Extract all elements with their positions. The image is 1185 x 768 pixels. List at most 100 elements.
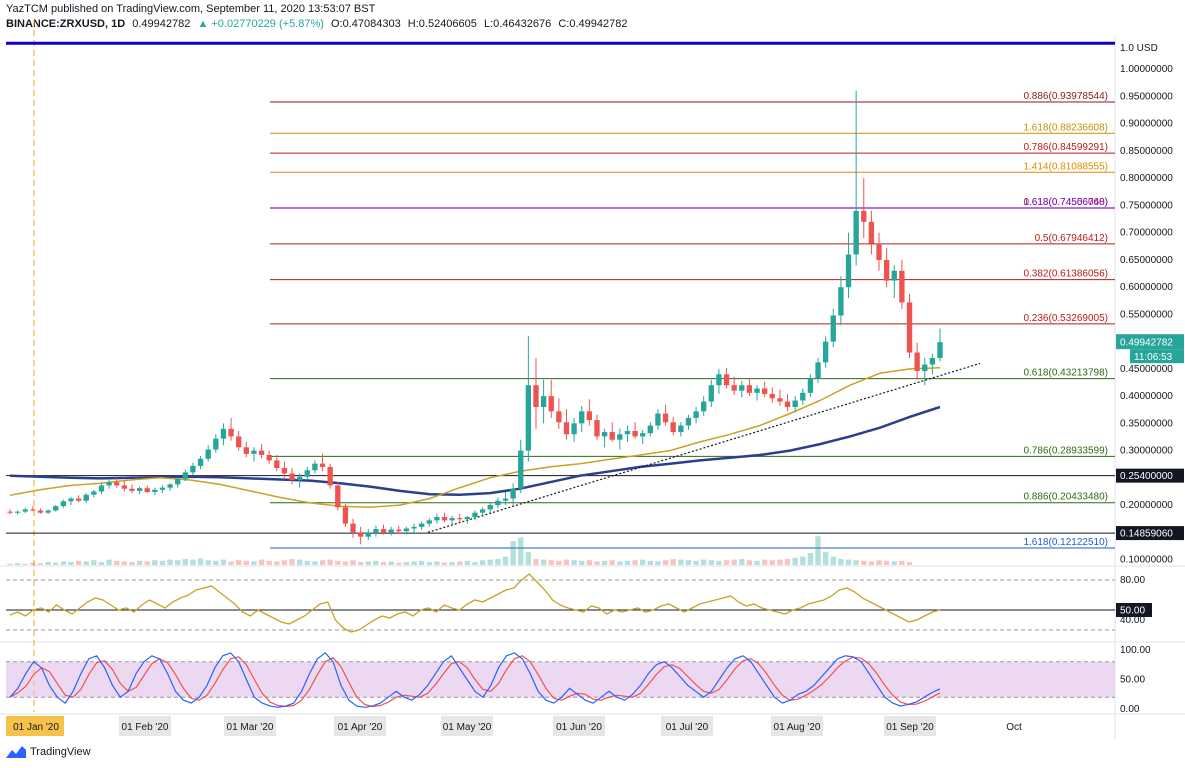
time-tick-label: 01 Feb '20: [122, 722, 169, 733]
volume-bar: [167, 559, 173, 565]
stoch-d-line: [9, 655, 941, 708]
volume-bar: [777, 559, 783, 565]
fib-level-label: 1.618(0.12122510): [1023, 537, 1108, 548]
volume-bar: [876, 560, 882, 565]
candle-body: [144, 488, 150, 492]
time-tick-label: 01 Mar '20: [227, 722, 274, 733]
volume-bar: [647, 560, 653, 565]
candle-body: [838, 287, 844, 316]
currency-label: 1.0 USD: [1120, 43, 1158, 54]
candle-body: [312, 463, 318, 471]
volume-bar: [693, 560, 699, 565]
volume-bar: [731, 559, 737, 565]
volume-bar: [403, 562, 410, 565]
candle-body: [708, 385, 714, 402]
moving-average-200: [9, 405, 941, 496]
candle-body: [350, 523, 356, 533]
candle-body: [678, 425, 684, 433]
candle-body: [304, 470, 310, 477]
stoch-k-line: [9, 652, 941, 708]
candle-body: [830, 315, 836, 342]
volume-bar: [769, 560, 775, 565]
volume-bar: [899, 560, 905, 565]
volume-bar: [746, 560, 753, 565]
high-value: H:0.52406605: [407, 18, 477, 30]
volume-bar: [304, 560, 310, 565]
volume-bar: [37, 563, 44, 565]
level-label: 0.25400000: [1120, 471, 1173, 482]
candle-body: [617, 434, 623, 440]
candle-body: [457, 518, 463, 520]
candle-body: [579, 411, 585, 424]
candle-body: [121, 485, 128, 489]
chart-header: YazTCM published on TradingView.com, Sep…: [6, 2, 631, 32]
candle-body: [777, 398, 783, 402]
time-tick-label: 01 Jan '20: [13, 722, 59, 733]
volume-bar: [586, 560, 593, 565]
candle-body: [487, 505, 493, 510]
candle-body: [624, 430, 631, 435]
price-tick-label: 0.20000000: [1120, 500, 1173, 511]
volume-bar: [136, 560, 143, 565]
rsi-value-bg: [1116, 603, 1152, 617]
price-tick-label: 0.75000000: [1120, 200, 1173, 211]
last-price-label: 0.49942782: [1120, 338, 1173, 349]
candle-body: [228, 428, 234, 437]
price-tick-label: 0.40000000: [1120, 391, 1173, 402]
candle-body: [449, 518, 455, 521]
ascending-trendline: [427, 362, 981, 533]
candle-body: [213, 438, 219, 450]
volume-bar: [891, 561, 897, 565]
candle-body: [167, 484, 173, 488]
volume-bar: [624, 560, 631, 565]
price-tick-label: 0.70000000: [1120, 228, 1173, 239]
candle-body: [914, 352, 920, 372]
volume-bar: [434, 561, 440, 565]
candle-body: [434, 517, 440, 521]
volume-bar: [800, 556, 806, 565]
volume-bar: [708, 560, 714, 565]
volume-bar: [632, 560, 638, 565]
time-tick-label: 01 Aug '20: [774, 722, 821, 733]
candle-body: [640, 433, 646, 437]
x-tick-bg: [553, 716, 605, 736]
volume-bar: [53, 562, 59, 565]
candle-body: [891, 270, 897, 281]
tradingview-icon: [6, 746, 26, 758]
fib-level-label: 0.618(0.74506768): [1023, 197, 1108, 208]
time-tick-label: 01 Jul '20: [666, 722, 709, 733]
volume-bar: [609, 560, 615, 565]
candle-body: [68, 498, 74, 502]
stoch-band: [6, 661, 1115, 698]
countdown-bg: [1130, 349, 1184, 364]
volume-bar: [670, 559, 676, 565]
volume-bar: [601, 560, 608, 565]
candle-body: [289, 473, 295, 481]
volume-bar: [640, 559, 646, 565]
volume-bar: [129, 562, 135, 565]
time-tick-label: 01 May '20: [443, 722, 492, 733]
candle-body: [533, 385, 539, 408]
volume-bar: [510, 541, 516, 565]
candle-body: [106, 482, 112, 486]
fib-level-label: 0.382(0.61386056): [1023, 269, 1108, 280]
volume-bar: [838, 559, 844, 565]
volume-bar: [723, 560, 730, 565]
volume-bar: [762, 559, 768, 565]
x-tick-bg: [119, 716, 171, 736]
candle-body: [30, 509, 36, 511]
volume-bar: [563, 559, 570, 565]
volume-bar: [479, 560, 486, 565]
candle-body: [182, 472, 188, 479]
rsi-line: [9, 573, 941, 633]
candle-body: [518, 450, 524, 489]
candle-body: [357, 532, 364, 537]
volume-bar: [518, 537, 524, 565]
time-tick-label: Oct: [1006, 722, 1022, 733]
candle-body: [495, 500, 501, 506]
price-tick-label: 0.55000000: [1120, 309, 1173, 320]
candle-body: [586, 411, 593, 421]
volume-bar: [342, 561, 349, 565]
publish-info: YazTCM published on TradingView.com, Sep…: [6, 3, 376, 15]
